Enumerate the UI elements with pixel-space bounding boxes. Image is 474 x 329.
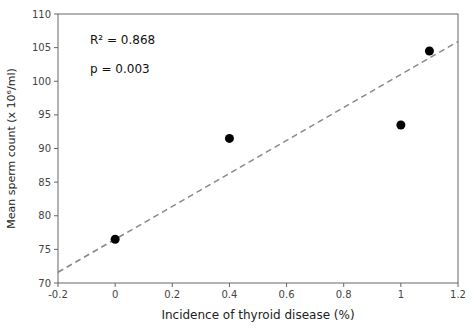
plot-background bbox=[58, 14, 458, 283]
y-tick-label: 70 bbox=[38, 278, 51, 289]
plot-marks bbox=[58, 42, 458, 273]
x-tick bbox=[58, 283, 59, 287]
y-tick bbox=[54, 114, 58, 115]
y-tick-label: 75 bbox=[38, 244, 51, 255]
chart: -0.2 0 0.2 0.4 0.6 0.8 1 1.2 70 75 80 85 90 95 100 105 1… bbox=[0, 0, 474, 329]
x-tick bbox=[343, 283, 344, 287]
y-tick bbox=[54, 81, 58, 82]
x-tick-label: 0.2 bbox=[164, 289, 180, 300]
y-tick-label: 95 bbox=[38, 109, 51, 120]
annotation: R² = 0.868 bbox=[90, 33, 155, 47]
x-tick-label: 0.4 bbox=[221, 289, 237, 300]
x-tick-label: 0.6 bbox=[279, 289, 295, 300]
x-tick bbox=[400, 283, 401, 287]
y-axis-label: Mean sperm count (x 10⁶/ml) bbox=[5, 68, 18, 229]
y-tick bbox=[54, 249, 58, 250]
y-tick bbox=[54, 215, 58, 216]
x-tick bbox=[229, 283, 230, 287]
scatter-point bbox=[396, 120, 405, 129]
y-tick bbox=[54, 47, 58, 48]
y-tick-label: 110 bbox=[32, 9, 51, 20]
y-tick-label: 80 bbox=[38, 210, 51, 221]
y-tick-label: 85 bbox=[38, 177, 51, 188]
x-tick bbox=[115, 283, 116, 287]
y-tick bbox=[54, 283, 58, 284]
annotation: p = 0.003 bbox=[90, 62, 150, 76]
x-tick-label: 0.8 bbox=[336, 289, 352, 300]
y-tick bbox=[54, 182, 58, 183]
scatter-point bbox=[425, 46, 434, 55]
x-tick-label: 0 bbox=[112, 289, 118, 300]
y-tick bbox=[54, 148, 58, 149]
y-tick-label: 105 bbox=[32, 42, 51, 53]
y-tick bbox=[54, 14, 58, 15]
x-axis-label: Incidence of thyroid disease (%) bbox=[161, 308, 354, 322]
plot-frame bbox=[58, 14, 458, 283]
scatter-point bbox=[111, 235, 120, 244]
y-tick-label: 90 bbox=[38, 143, 51, 154]
trendline bbox=[58, 42, 458, 273]
x-tick bbox=[286, 283, 287, 287]
scatter-point bbox=[225, 134, 234, 143]
x-tick-label: 1 bbox=[398, 289, 404, 300]
x-tick bbox=[458, 283, 459, 287]
y-tick-label: 100 bbox=[32, 76, 51, 87]
x-tick-label: 1.2 bbox=[450, 289, 466, 300]
x-tick bbox=[172, 283, 173, 287]
x-tick-label: -0.2 bbox=[48, 289, 68, 300]
